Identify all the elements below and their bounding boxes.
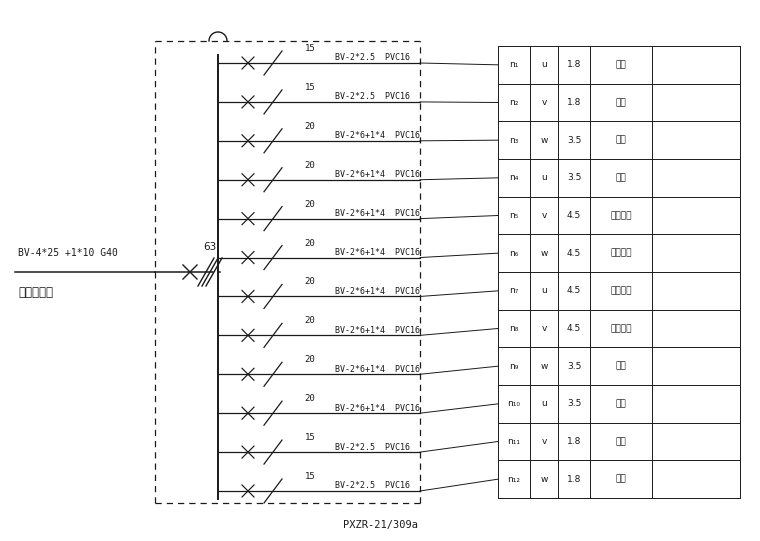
Text: 路灯: 路灯 xyxy=(616,437,626,446)
Text: 15: 15 xyxy=(305,433,315,442)
Text: 照明: 照明 xyxy=(616,474,626,484)
Text: BV-2*6+1*4  PVC16: BV-2*6+1*4 PVC16 xyxy=(335,170,420,179)
Text: 4.5: 4.5 xyxy=(567,249,581,258)
Text: n₁: n₁ xyxy=(509,61,518,69)
Text: n₄: n₄ xyxy=(509,173,518,182)
Text: 照明: 照明 xyxy=(616,98,626,107)
Text: BV-2*6+1*4  PVC16: BV-2*6+1*4 PVC16 xyxy=(335,131,420,140)
Text: 空调插座: 空调插座 xyxy=(610,249,632,258)
Text: n₁₂: n₁₂ xyxy=(508,474,521,484)
Text: 20: 20 xyxy=(305,200,315,209)
Text: 20: 20 xyxy=(305,239,315,248)
Text: 插座: 插座 xyxy=(616,399,626,408)
Text: BV-2*6+1*4  PVC16: BV-2*6+1*4 PVC16 xyxy=(335,248,420,257)
Text: 路灯: 路灯 xyxy=(616,61,626,69)
Text: 1.8: 1.8 xyxy=(567,61,581,69)
Text: v: v xyxy=(541,211,546,220)
Text: n₇: n₇ xyxy=(509,286,518,295)
Text: 1.8: 1.8 xyxy=(567,98,581,107)
Text: w: w xyxy=(540,136,548,144)
Text: 63: 63 xyxy=(204,242,217,252)
Text: 3.5: 3.5 xyxy=(567,399,581,408)
Text: 20: 20 xyxy=(305,316,315,325)
Text: u: u xyxy=(541,61,547,69)
Text: 15: 15 xyxy=(305,472,315,481)
Text: n₁₁: n₁₁ xyxy=(508,437,521,446)
Text: n₅: n₅ xyxy=(509,211,518,220)
Text: 接市政电源: 接市政电源 xyxy=(18,286,53,299)
Text: n₆: n₆ xyxy=(509,249,518,258)
Text: BV-2*2.5  PVC16: BV-2*2.5 PVC16 xyxy=(335,93,410,101)
Text: w: w xyxy=(540,474,548,484)
Text: BV-2*6+1*4  PVC16: BV-2*6+1*4 PVC16 xyxy=(335,365,420,374)
Text: v: v xyxy=(541,324,546,333)
Text: 3.5: 3.5 xyxy=(567,136,581,144)
Text: 20: 20 xyxy=(305,278,315,286)
Text: 空调插座: 空调插座 xyxy=(610,286,632,295)
Text: 4.5: 4.5 xyxy=(567,324,581,333)
Text: n₉: n₉ xyxy=(509,362,518,371)
Text: w: w xyxy=(540,249,548,258)
Text: BV-2*6+1*4  PVC16: BV-2*6+1*4 PVC16 xyxy=(335,287,420,296)
Text: 20: 20 xyxy=(305,161,315,170)
Text: n₁₀: n₁₀ xyxy=(508,399,521,408)
Text: u: u xyxy=(541,399,547,408)
Text: 15: 15 xyxy=(305,83,315,92)
Text: BV-4*25 +1*10 G40: BV-4*25 +1*10 G40 xyxy=(18,248,118,258)
Text: v: v xyxy=(541,437,546,446)
Text: BV-2*6+1*4  PVC16: BV-2*6+1*4 PVC16 xyxy=(335,326,420,335)
Text: 1.8: 1.8 xyxy=(567,474,581,484)
Text: BV-2*2.5  PVC16: BV-2*2.5 PVC16 xyxy=(335,54,410,63)
Text: 插座: 插座 xyxy=(616,136,626,144)
Text: 1.8: 1.8 xyxy=(567,437,581,446)
Text: n₃: n₃ xyxy=(509,136,518,144)
Text: 空调插座: 空调插座 xyxy=(610,324,632,333)
Text: w: w xyxy=(540,362,548,371)
Text: 4.5: 4.5 xyxy=(567,211,581,220)
Text: u: u xyxy=(541,286,547,295)
Text: 空调插座: 空调插座 xyxy=(610,211,632,220)
Text: 4.5: 4.5 xyxy=(567,286,581,295)
Text: u: u xyxy=(541,173,547,182)
Text: n₂: n₂ xyxy=(509,98,518,107)
Text: n₈: n₈ xyxy=(509,324,518,333)
Text: 3.5: 3.5 xyxy=(567,362,581,371)
Text: 20: 20 xyxy=(305,355,315,364)
Text: 15: 15 xyxy=(305,44,315,53)
Text: 20: 20 xyxy=(305,122,315,131)
Text: PXZR-21/309a: PXZR-21/309a xyxy=(343,520,417,530)
Text: BV-2*6+1*4  PVC16: BV-2*6+1*4 PVC16 xyxy=(335,209,420,218)
Text: BV-2*2.5  PVC16: BV-2*2.5 PVC16 xyxy=(335,443,410,452)
Text: 20: 20 xyxy=(305,394,315,403)
Text: 3.5: 3.5 xyxy=(567,173,581,182)
Text: 插座: 插座 xyxy=(616,362,626,371)
Text: BV-2*6+1*4  PVC16: BV-2*6+1*4 PVC16 xyxy=(335,404,420,413)
Text: BV-2*2.5  PVC16: BV-2*2.5 PVC16 xyxy=(335,481,410,491)
Text: v: v xyxy=(541,98,546,107)
Text: 插座: 插座 xyxy=(616,173,626,182)
